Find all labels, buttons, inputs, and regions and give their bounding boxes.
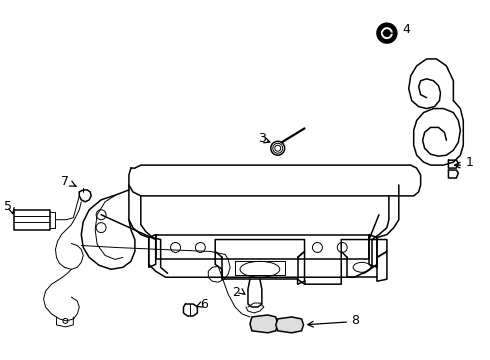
- Text: 8: 8: [351, 314, 359, 327]
- Circle shape: [377, 23, 397, 43]
- Circle shape: [383, 29, 391, 37]
- Text: 5: 5: [4, 200, 12, 213]
- Text: 4: 4: [403, 23, 411, 36]
- Circle shape: [381, 27, 393, 39]
- Polygon shape: [250, 315, 278, 333]
- Text: 7: 7: [61, 175, 70, 189]
- Polygon shape: [276, 317, 303, 333]
- Text: 2: 2: [232, 285, 240, 299]
- Text: 6: 6: [200, 297, 208, 311]
- Text: 1: 1: [466, 156, 473, 168]
- Text: 3: 3: [258, 132, 266, 145]
